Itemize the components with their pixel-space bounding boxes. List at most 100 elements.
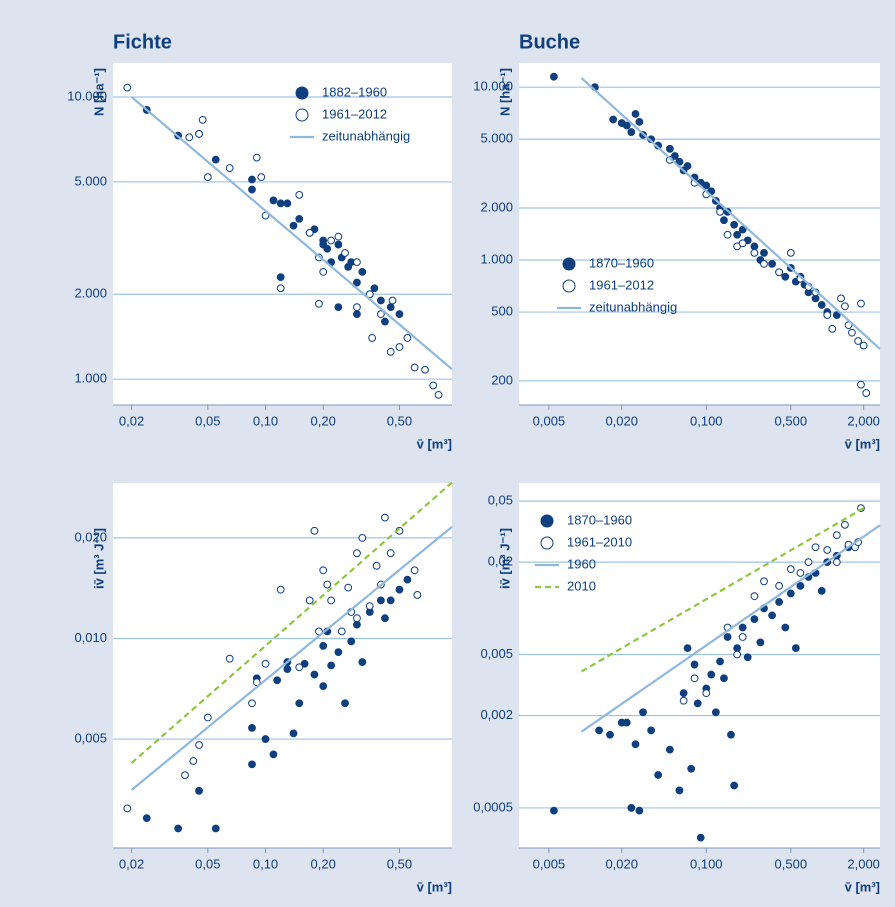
data-point [395,310,404,319]
data-point [823,311,832,320]
data-point [828,324,837,333]
data-point [733,644,742,653]
data-point [841,520,849,529]
data-point [635,117,644,126]
data-point [817,301,826,309]
data-point [334,303,343,312]
data-point [273,676,282,685]
x-axis-label: v̄ [m³] [417,436,452,451]
data-point [832,531,841,540]
x-tick-label: 0,20 [311,413,336,428]
data-point [683,644,692,653]
data-point [386,549,395,558]
data-point [665,144,674,153]
data-point [862,389,871,397]
x-tick-label: 0,100 [690,413,723,428]
data-point [353,310,361,319]
data-point [804,558,813,567]
legend-swatch [562,279,576,293]
x-tick-label: 0,500 [775,856,808,871]
trend-line [130,481,453,764]
y-tick-label: 5.000 [74,173,107,188]
data-point [386,303,395,312]
legend-label: 1961–2012 [322,106,387,121]
data-point [857,299,865,308]
x-tick-label: 0,50 [387,856,412,871]
trend-line [580,524,881,733]
y-tick-label: 0,020 [74,529,107,544]
data-point [775,598,784,606]
data-point [421,365,429,374]
data-point [323,244,332,253]
data-point [310,670,319,679]
data-point [353,620,361,629]
data-point [675,157,684,166]
data-point [344,583,353,592]
data-point [395,343,404,351]
data-point [189,757,198,765]
y-tick-label: 0,02 [488,554,513,569]
data-point [403,334,412,342]
data-point [368,334,377,342]
plot-area [519,63,880,405]
x-tick-label: 0,50 [387,413,412,428]
legend-label: 2010 [567,578,596,593]
data-point [248,175,256,184]
data-point [679,696,688,705]
data-point [750,592,759,601]
data-point [647,726,656,735]
data-point [823,546,832,554]
data-point [791,644,800,653]
data-point [376,296,385,305]
data-point [410,566,419,575]
legend-label: 1882–1960 [322,84,387,99]
data-point [690,660,699,669]
data-point [760,259,768,268]
legend-label: 1870–1960 [589,255,654,270]
data-point [811,543,820,552]
x-tick-label: 0,10 [253,413,278,428]
data-point [289,221,298,230]
data-point [334,232,343,241]
data-point [832,311,841,320]
x-tick-label: 2,000 [847,856,880,871]
y-tick-label: 10.000 [473,79,513,94]
y-tick-label: 0,010 [74,630,107,645]
data-point [631,740,640,749]
data-point [627,804,636,812]
data-point [358,267,367,276]
y-axis-label: N [ha⁻¹] [497,68,512,116]
data-point [341,249,349,257]
data-point [760,577,768,586]
x-tick-label: 0,05 [195,413,220,428]
x-tick-label: 0,02 [119,856,144,871]
data-point [768,611,776,620]
data-point [327,236,336,245]
data-point [750,615,759,624]
data-point [696,833,705,842]
data-point [358,534,367,542]
legend-swatch [540,536,554,550]
data-point [848,328,856,337]
data-point [203,713,212,722]
data-point [796,582,805,590]
data-point [283,199,292,208]
data-point [319,682,328,691]
data-point [693,699,702,708]
data-point [319,566,328,575]
data-point [796,569,805,577]
data-point [775,582,784,590]
panel: 0,0005 0,002 0,005 0,02 0,05 0,005 0,020 0,100 0… [473,483,881,894]
data-point [733,650,742,659]
data-point [381,317,389,326]
data-point [665,745,674,754]
data-point [327,661,336,670]
data-point [269,196,278,205]
data-point [687,764,696,773]
data-point [854,337,863,345]
x-axis-label: v̄ [m³] [845,879,880,894]
data-point [225,654,234,663]
data-point [702,689,711,698]
